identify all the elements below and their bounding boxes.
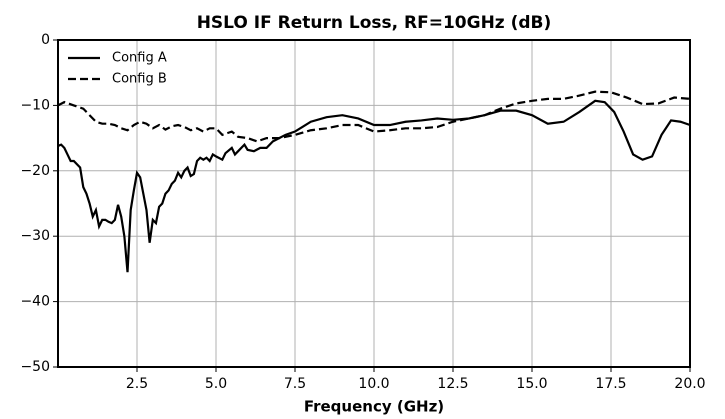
line-series [57,90,691,143]
x-tick-label: 20.0 [674,376,705,392]
y-tick-label: −10 [20,97,50,113]
y-tick-label: −40 [20,294,50,310]
legend-label: Config A [112,51,167,66]
x-tick-label: 15.0 [516,376,547,392]
x-tick-label: 2.5 [126,376,148,392]
chart-title: HSLO IF Return Loss, RF=10GHz (dB) [197,13,552,33]
x-tick-label: 17.5 [595,376,626,392]
x-tick-label: 7.5 [284,376,306,392]
x-tick-label: 5.0 [205,376,227,392]
legend-label: Config B [112,72,167,87]
x-tick-label: 12.5 [437,376,468,392]
y-tick-label: −30 [20,228,50,244]
y-tick-label: −20 [20,163,50,179]
line-series [57,99,691,273]
plot-frame [57,39,691,368]
x-tick-label: 10.0 [358,376,389,392]
y-tick-label: 0 [41,32,50,48]
y-tick-label: −50 [20,359,50,375]
x-axis-label: Frequency (GHz) [304,398,444,416]
